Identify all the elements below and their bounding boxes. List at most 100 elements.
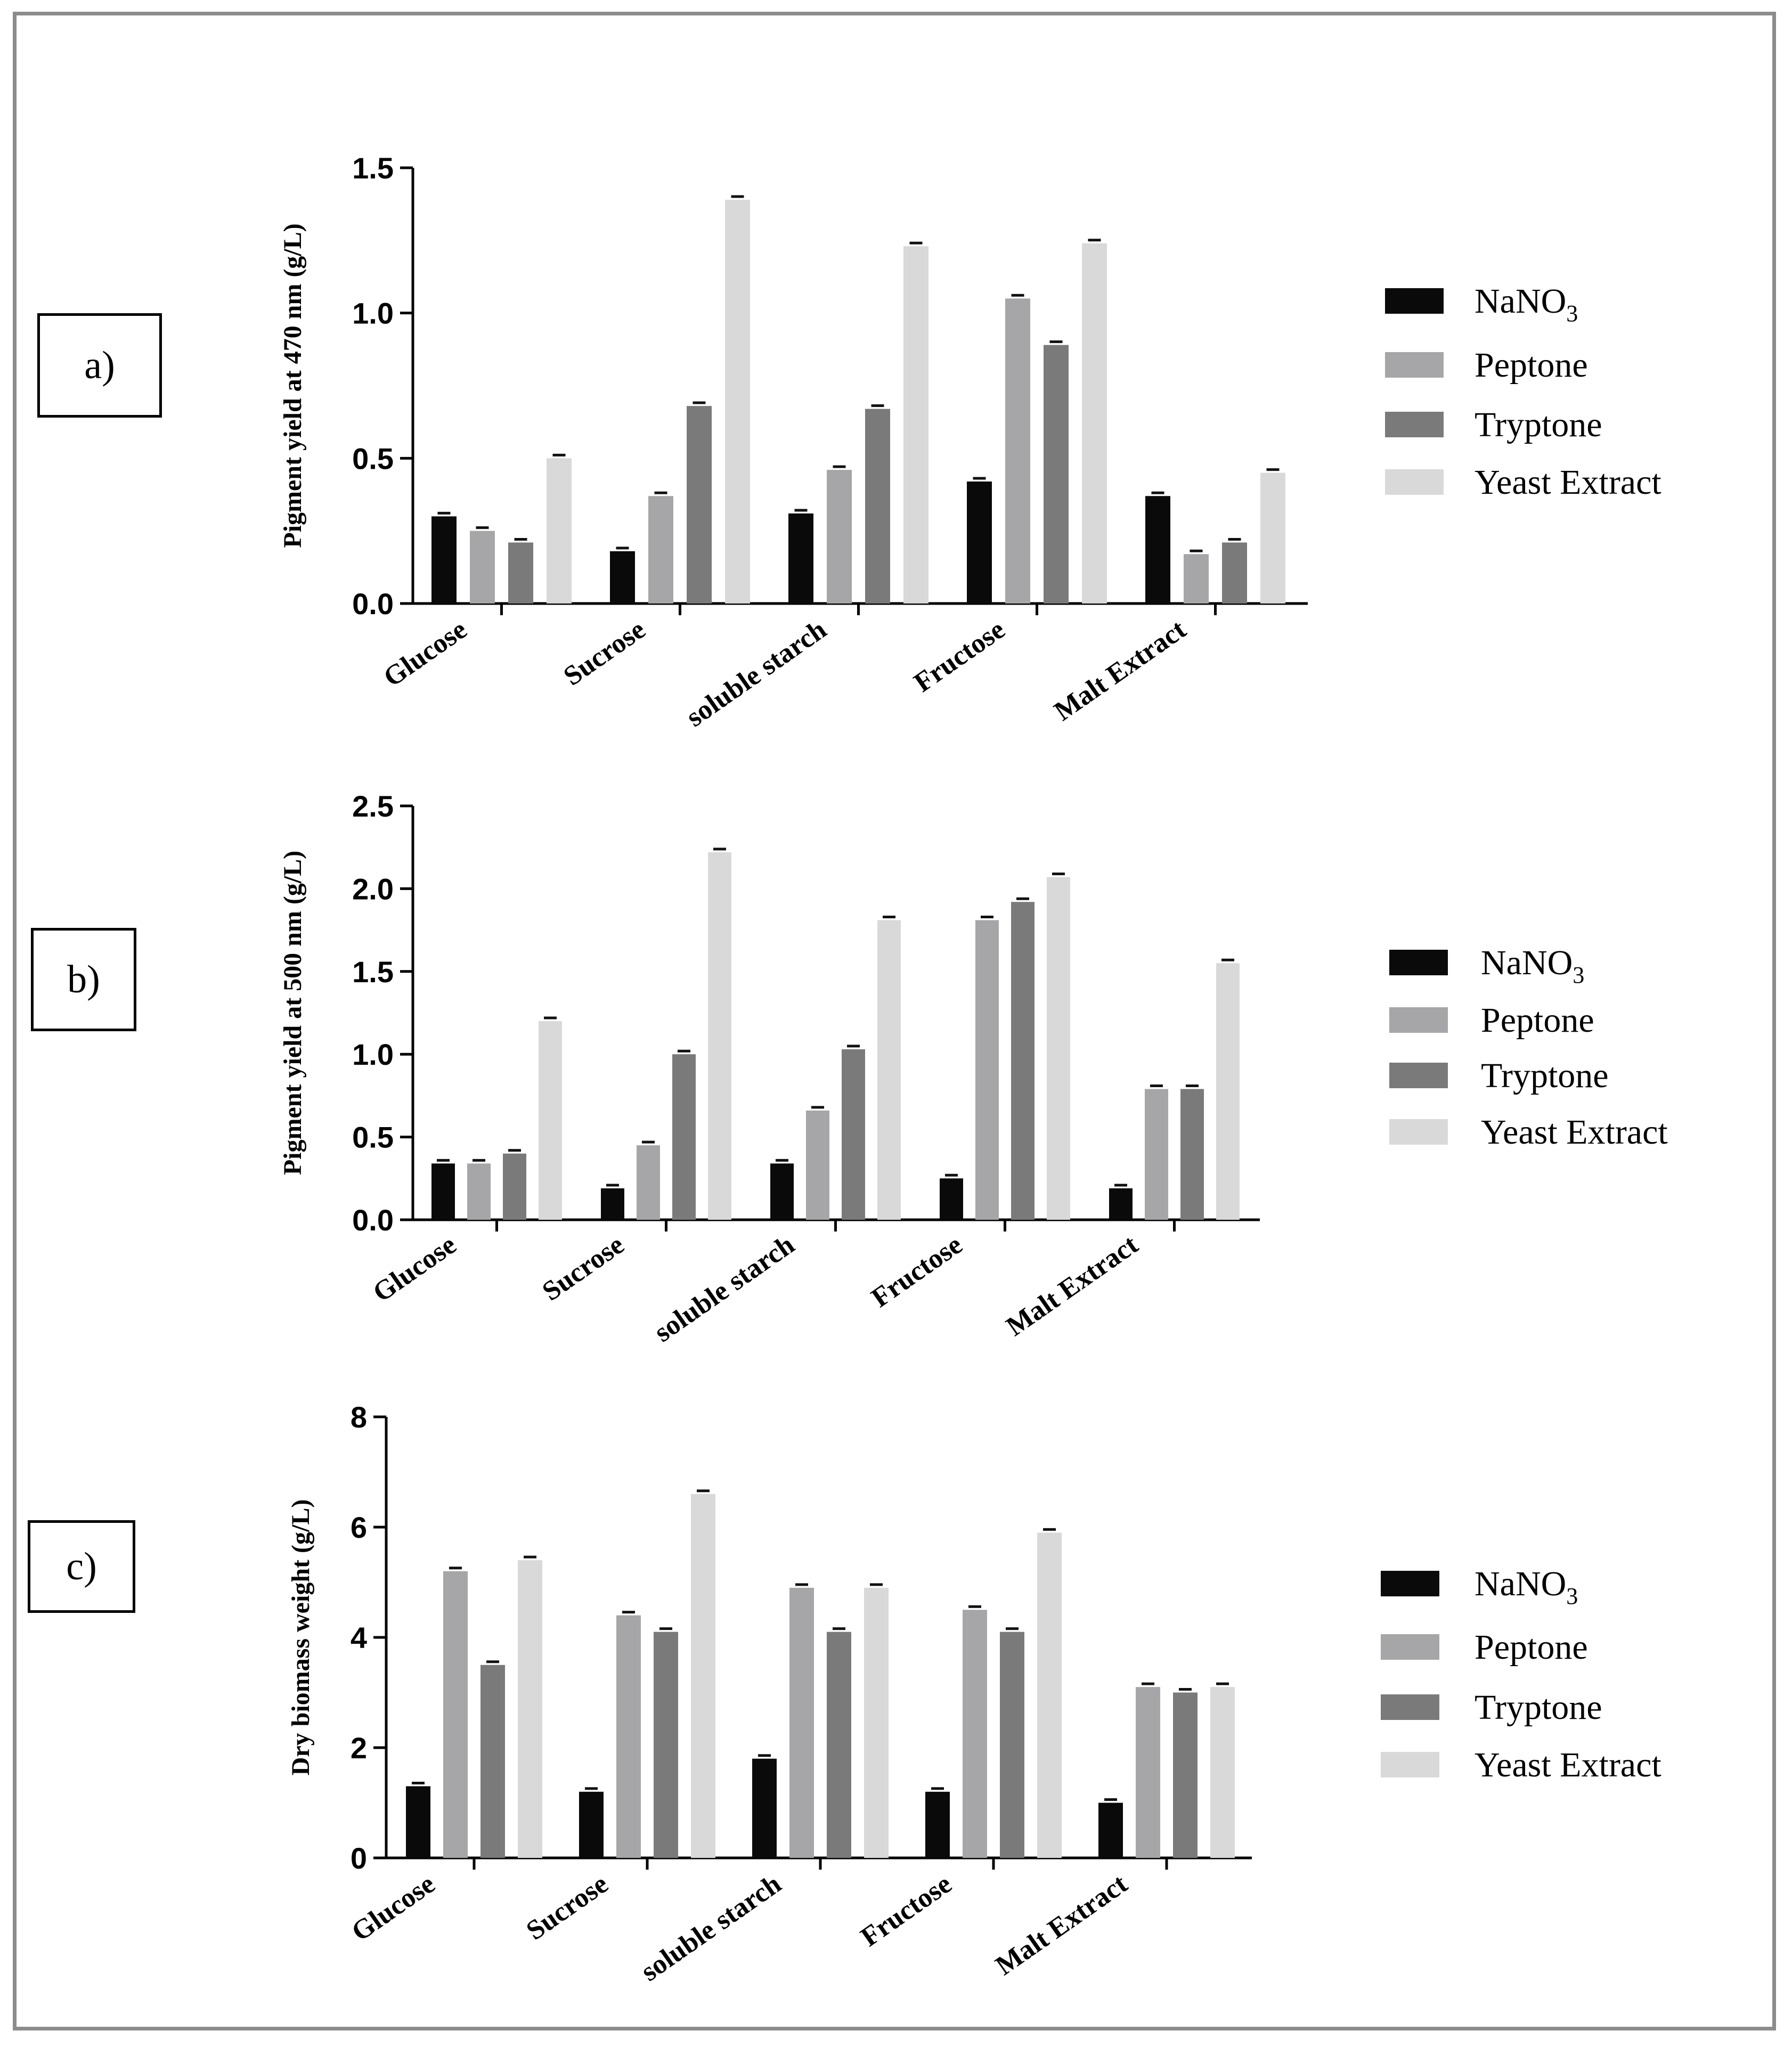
y-axis-label: Dry biomass weight (g/L) [287,1499,315,1776]
legend-swatch [1381,1694,1439,1720]
bar-peptone [443,1571,468,1858]
bar-nano3 [431,516,457,604]
bar-nano3 [967,481,992,604]
chart-a: 0.0 0.5 1.0 1.5 Glucose Sucrose soluble starch… [279,151,1661,733]
y-tick-label: 1.5 [352,955,394,989]
legend-swatch [1385,412,1444,437]
bar-peptone [1145,1089,1168,1220]
category-label: Malt Extract [1049,614,1192,727]
category-label: Fructose [856,1869,957,1953]
y-tick-label: 1.5 [352,151,394,185]
y-tick-label: 1.0 [352,297,394,330]
y-tick-label: 8 [351,1400,367,1434]
y-tick-label: 2 [351,1731,367,1765]
bar-nano3 [1098,1803,1123,1858]
bar-peptone [975,920,999,1220]
panel-label-c: c) [28,1520,135,1613]
y-axis-label: Pigment yield at 500 nm (g/L) [279,851,307,1175]
bar-peptone [806,1110,829,1220]
legend-subscript: 3 [1566,300,1578,327]
legend-subscript: 3 [1573,962,1584,988]
bar-yeast-extract [725,199,750,604]
bar-yeast-extract [691,1494,715,1858]
category-label: Glucose [368,1229,462,1308]
bar-nano3 [431,1163,455,1220]
legend-swatch [1381,1634,1439,1660]
legend-label: Tryptone [1481,1056,1609,1095]
bar-tryptone [480,1665,505,1858]
legend-label: NaNO3 [1481,943,1584,988]
legend: NaNO3 Peptone Tryptone Yeast Extract [1385,282,1661,502]
category-label: Fructose [866,1229,968,1314]
bar-yeast-extract [1082,243,1107,604]
bar-peptone [1005,298,1030,604]
legend-label: NaNO3 [1475,282,1578,327]
category-label: Malt Extract [1001,1229,1144,1342]
legend-subscript: 3 [1566,1583,1578,1609]
bar-tryptone [827,1632,851,1858]
category-label: Glucose [378,614,473,693]
bar-yeast-extract [1037,1532,1062,1858]
category-label: Sucrose [537,1229,630,1307]
legend-swatch [1381,1571,1439,1596]
bar-peptone [648,496,673,604]
legend: NaNO3 Peptone Tryptone Yeast Extract [1381,1564,1661,1784]
chart-b: 0.0 0.5 1.0 1.5 2.0 2.5 Glucose Sucrose soluble … [279,789,1668,1348]
legend-label: Tryptone [1475,1688,1602,1727]
bar-tryptone [687,406,712,604]
legend-swatch [1389,950,1448,975]
bar-nano3 [940,1178,963,1220]
legend-swatch [1385,352,1444,378]
y-tick-label: 0.5 [352,442,394,475]
bar-yeast-extract [1216,963,1240,1220]
legend-swatch [1385,469,1444,495]
legend-label: Tryptone [1475,405,1602,444]
y-tick-label: 1.0 [352,1038,394,1071]
category-label: Glucose [346,1869,441,1947]
bar-yeast-extract [708,852,731,1220]
bar-tryptone [654,1632,678,1858]
legend-label: Peptone [1475,346,1588,385]
bar-peptone [467,1163,491,1220]
y-tick-label: 2.5 [352,789,394,823]
bar-nano3 [1145,496,1170,604]
category-label: soluble starch [636,1869,787,1987]
bar-nano3 [406,1786,430,1858]
bar-nano3 [601,1188,624,1220]
category-label: Sucrose [558,614,651,692]
bar-peptone [1136,1687,1160,1858]
bar-tryptone [842,1049,865,1220]
bar-peptone [637,1145,660,1220]
bar-yeast-extract [1210,1687,1235,1858]
bar-peptone [616,1615,641,1858]
legend-swatch [1389,1007,1448,1033]
category-label: Malt Extract [990,1869,1134,1981]
y-tick-label: 6 [351,1511,367,1544]
bar-tryptone [865,409,890,604]
bar-tryptone [1044,345,1069,604]
y-tick-label: 2.0 [352,872,394,906]
bar-yeast-extract [877,920,901,1220]
bar-peptone [470,531,495,604]
bar-tryptone [508,542,533,604]
legend-swatch [1385,288,1444,314]
bar-tryptone [1000,1632,1024,1858]
bar-tryptone [1173,1692,1198,1858]
category-label: Sucrose [521,1869,614,1946]
bar-yeast-extract [1047,877,1070,1220]
panel-label-b: b) [31,928,136,1031]
category-label: soluble starch [681,614,832,733]
legend-label: Yeast Extract [1481,1113,1668,1152]
legend-label: Yeast Extract [1475,463,1661,502]
legend-label: Peptone [1481,1001,1594,1040]
bar-nano3 [610,551,635,604]
bar-tryptone [1180,1089,1204,1220]
bar-tryptone [1011,902,1035,1220]
bar-yeast-extract [1260,472,1285,604]
bar-tryptone [672,1054,696,1220]
y-tick-label: 0 [351,1841,367,1875]
legend-label: Peptone [1475,1628,1588,1667]
bar-peptone [963,1610,987,1858]
